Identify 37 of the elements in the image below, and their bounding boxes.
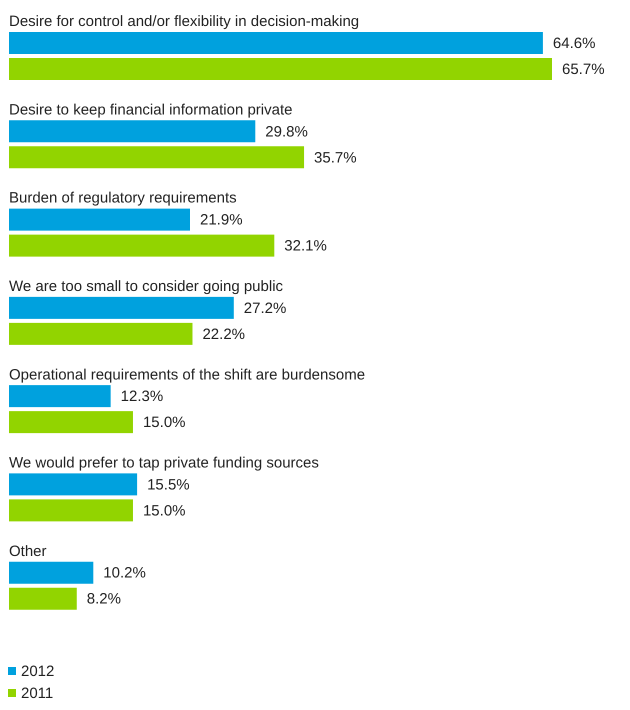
bar <box>9 234 274 257</box>
bar <box>9 473 138 496</box>
bar <box>9 208 190 231</box>
data-label: 35.7% <box>314 149 357 166</box>
bar <box>9 322 192 345</box>
bar <box>9 120 256 142</box>
bar <box>9 562 94 584</box>
bar <box>9 411 133 434</box>
y-tick-label: We would prefer to tap private funding sources <box>9 454 319 472</box>
data-label: 64.6% <box>552 35 596 52</box>
y-tick-label: Desire for control and/or flexibility in decision-making <box>9 13 360 30</box>
data-label: 8.2% <box>86 590 121 608</box>
bar <box>9 588 77 610</box>
legend-label: 2011 <box>21 684 54 702</box>
bar <box>9 296 234 319</box>
bar <box>9 58 552 80</box>
bar <box>9 146 304 168</box>
data-label: 27.2% <box>244 300 286 317</box>
y-tick-label: We are too small to consider going public <box>9 278 284 295</box>
y-tick-label: Operational requirements of the shift are burdensome <box>9 366 366 384</box>
y-tick-label: Burden of regulatory requirements <box>9 190 237 207</box>
y-tick-label: Other <box>9 542 47 560</box>
data-label: 15.0% <box>142 414 186 432</box>
data-label: 21.9% <box>200 212 243 229</box>
legend-label: 2012 <box>21 662 54 680</box>
data-label: 65.7% <box>562 61 605 78</box>
data-label: 32.1% <box>284 238 327 255</box>
y-tick-label: Desire to keep financial information private <box>9 101 292 118</box>
data-label: 15.0% <box>142 502 186 520</box>
data-label: 10.2% <box>103 564 146 582</box>
data-label: 15.5% <box>147 476 190 494</box>
bar <box>9 32 543 54</box>
data-label: 12.3% <box>120 388 164 406</box>
bar <box>9 385 111 408</box>
data-label: 29.8% <box>265 123 308 140</box>
data-label: 22.2% <box>202 326 246 343</box>
bar <box>9 499 133 522</box>
